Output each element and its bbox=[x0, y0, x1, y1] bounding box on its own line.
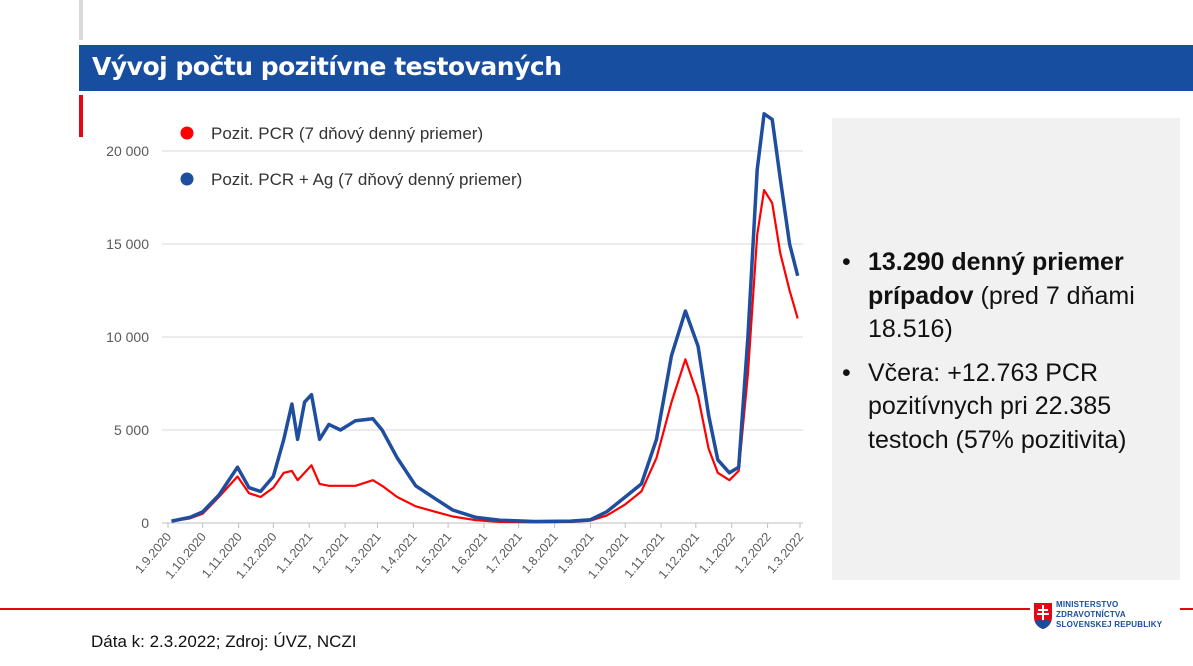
legend-label: Pozit. PCR + Ag (7 dňový denný priemer) bbox=[211, 170, 522, 189]
x-tick-label: 1.1.2022 bbox=[696, 530, 738, 576]
footer-divider bbox=[0, 608, 1193, 610]
legend-marker bbox=[180, 126, 194, 140]
x-tick-label: 1.8.2021 bbox=[519, 530, 561, 576]
series-line-pcr-ag bbox=[171, 112, 800, 524]
y-tick-label: 20 000 bbox=[106, 143, 149, 159]
y-tick-label: 15 000 bbox=[106, 236, 149, 252]
coat-of-arms-icon bbox=[1034, 603, 1052, 629]
title-bar: Vývoj počtu pozitívne testovaných bbox=[79, 45, 1193, 91]
legend-label: Pozit. PCR (7 dňový denný priemer) bbox=[211, 124, 483, 143]
previous-week-value: (pred 7 dňami 18.516) bbox=[868, 281, 1135, 344]
bullet-yesterday: Včera: +12.763 PCR pozitívnych pri 22.38… bbox=[842, 357, 1177, 458]
decor-red-bar bbox=[79, 95, 83, 137]
bullet-daily-average: 13.290 denný priemer prípadov (pred 7 dň… bbox=[842, 246, 1177, 347]
x-tick-label: 1.5.2021 bbox=[412, 530, 454, 576]
decor-grey-bar bbox=[79, 0, 83, 40]
ministry-logo: MINISTERSTVO ZDRAVOTNÍCTVA SLOVENSKEJ REPU… bbox=[1030, 598, 1180, 634]
y-tick-label: 0 bbox=[141, 515, 149, 531]
info-panel: 13.290 denný priemer prípadov (pred 7 dň… bbox=[832, 118, 1180, 580]
y-tick-label: 10 000 bbox=[106, 329, 149, 345]
series-line-pcr bbox=[171, 188, 799, 524]
logo-line: MINISTERSTVO bbox=[1056, 600, 1119, 609]
y-tick-label: 5 000 bbox=[114, 422, 149, 438]
x-tick-label: 1.1.2021 bbox=[274, 530, 316, 576]
data-source: Dáta k: 2.3.2022; Zdroj: ÚVZ, NCZI bbox=[91, 632, 357, 651]
legend-marker bbox=[180, 172, 194, 186]
x-tick-label: 1.7.2021 bbox=[483, 530, 525, 576]
logo-line: ZDRAVOTNÍCTVA bbox=[1056, 610, 1126, 619]
page-title: Vývoj počtu pozitívne testovaných bbox=[92, 52, 562, 81]
logo-line: SLOVENSKEJ REPUBLIKY bbox=[1056, 620, 1163, 629]
daily-average-value: 13.290 denný priemer prípadov bbox=[868, 248, 1124, 310]
